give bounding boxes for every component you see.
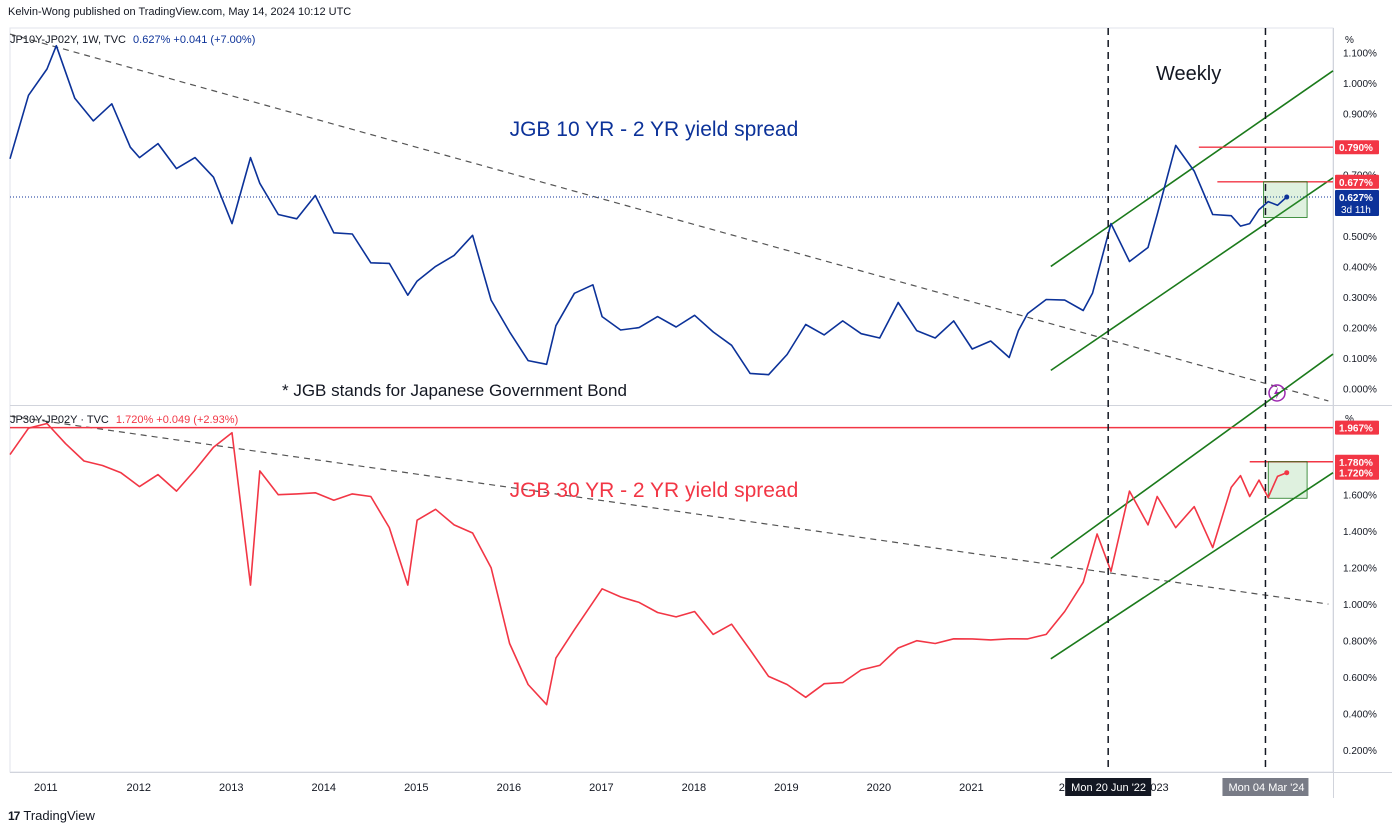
pane-2-tick-label: 0.400% [1343,710,1377,721]
channel-line-lower [1050,177,1334,372]
time-marker-bg [1065,778,1152,796]
brand-label: TradingView [23,808,95,823]
time-axis-year-label: 2014 [312,782,336,794]
pane-2-unit-label: % [1345,414,1354,425]
time-axis-year-label: 2020 [867,782,891,794]
time-axis-year-label: 2015 [404,782,428,794]
lightning-icon [1268,384,1286,402]
pane-2-tick-label: 0.800% [1343,637,1377,648]
time-axis-year-label: 2016 [497,782,521,794]
pane-2-tick-label: 0.200% [1343,746,1377,757]
price-label-text: 0.677% [1339,178,1373,189]
pane-2-title: JGB 30 YR - 2 YR yield spread [510,479,799,502]
last-point-marker [1284,470,1290,476]
countdown-label: 3d 11h [1341,205,1371,216]
tradingview-brand[interactable]: 17 TradingView [8,808,95,823]
pane-1-tick-label: 0.100% [1343,354,1377,365]
series-line-10y-2y [9,44,1288,376]
pane-1-symbol: JP10Y-JP02Y, 1W, TVC [10,34,126,46]
time-axis-year-label: 2011 [34,782,58,794]
pane-2-values: 1.720% +0.049 (+2.93%) [115,414,239,426]
trendline-dashed [9,415,1329,605]
pane-2-symbol: JP30Y-JP02Y · TVC [10,414,109,426]
pane-2-tick-label: 1.400% [1343,527,1377,538]
pane-1-title: JGB 10 YR - 2 YR yield spread [510,118,799,141]
channel-line-lower [1050,472,1334,660]
trendline-dashed [9,33,1329,402]
price-label-tag: 0.677% [1335,174,1379,189]
price-label-tag: 1.967% [1335,420,1379,435]
price-label-tag: 1.720% [1335,465,1379,480]
pane-1-tick-label: 0.000% [1343,385,1377,396]
time-axis-year-label: 2017 [589,782,613,794]
pane-1-tick-label: 0.200% [1343,324,1377,335]
time-axis-year-label: 2019 [774,782,798,794]
pane-1-unit-label: % [1345,35,1354,46]
price-label-bg [1335,174,1379,189]
pane-2-tick-label: 0.600% [1343,673,1377,684]
pane-1-tick-label: 0.400% [1343,262,1377,273]
price-label-bg [1335,465,1379,480]
price-label-text: 1.780% [1339,458,1373,469]
price-label-tag: 1.780% [1335,454,1379,469]
lightning-icon-ring [1268,384,1286,402]
pane-2-tick-label: 1.200% [1343,564,1377,575]
publisher-line: Kelvin-Wong published on TradingView.com… [8,6,352,18]
series-line-30y-2y [9,422,1287,706]
footnote-text: * JGB stands for Japanese Government Bon… [282,381,627,400]
pane-1-tick-label: 0.500% [1343,232,1377,243]
tradingview-logo-icon: 17 [8,808,20,823]
price-label-bg [1335,190,1379,217]
price-label-bg [1335,140,1379,155]
target-box [1263,181,1308,218]
channel-line-upper [1050,353,1334,560]
price-label-tag: 0.790% [1335,140,1379,155]
price-label-text: 0.627% [1339,193,1373,204]
time-marker-label: Mon 04 Mar '24 [1228,782,1304,794]
pane-1-tick-label: 1.100% [1343,48,1377,59]
price-label-tag: 0.627%3d 11h [1335,190,1379,217]
price-label-text: 0.790% [1339,143,1373,154]
pane-1-legend: JP10Y-JP02Y, 1W, TVC 0.627% +0.041 (+7.0… [10,34,255,46]
timeframe-label: Weekly [1156,63,1221,85]
lightning-icon-bolt [1274,387,1280,399]
pane-2-legend: JP30Y-JP02Y · TVC 1.720% +0.049 (+2.93%) [10,414,238,426]
price-label-text: 1.967% [1339,424,1373,435]
pane-1-tick-label: 1.000% [1343,79,1377,90]
last-point-marker [1284,194,1290,200]
time-axis-year-label: 2018 [682,782,706,794]
price-label-bg [1335,420,1379,435]
time-axis-year-label: 2012 [127,782,151,794]
pane-2-tick-label: 1.000% [1343,600,1377,611]
pane-1-tick-label: 0.900% [1343,110,1377,121]
time-marker-bg [1222,778,1309,796]
price-label-bg [1335,454,1379,469]
time-axis-year-label: 2013 [219,782,243,794]
pane-1-tick-label: 0.300% [1343,293,1377,304]
pane-2-tick-label: 1.600% [1343,491,1377,502]
target-box [1267,461,1308,499]
pane-1-values: 0.627% +0.041 (+7.00%) [133,34,256,46]
time-marker-label: Mon 20 Jun '22 [1071,782,1146,794]
time-axis-year-label: 2021 [959,782,983,794]
price-label-text: 1.720% [1339,469,1373,480]
